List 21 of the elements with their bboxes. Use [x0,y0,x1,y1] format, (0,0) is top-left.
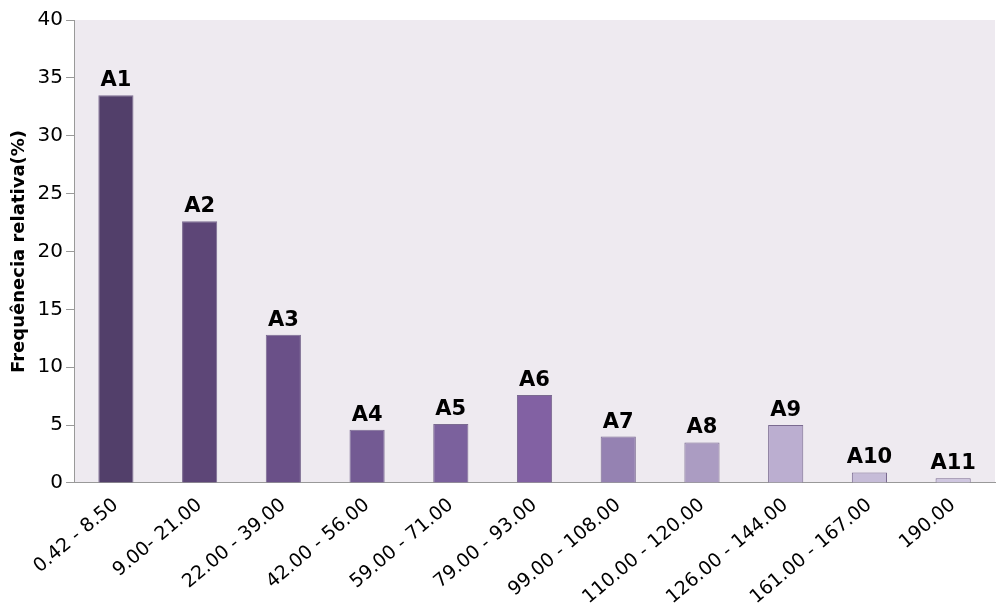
y-tick-label: 10 [37,353,64,378]
annotation: A8 [686,414,718,439]
y-axis-title: Frequênecia relativa(%) [7,129,29,373]
y-tick-label: 5 [50,411,64,436]
annotation: A10 [846,444,893,469]
annotation: A11 [930,450,976,475]
y-tick-label: 20 [37,237,64,262]
y-tick-label: 25 [37,179,64,204]
annotation: A5 [435,395,467,420]
annotation: A4 [351,401,383,426]
annotation: A6 [519,366,550,391]
annotation: A7 [602,408,634,433]
annotation: A2 [184,193,216,218]
y-tick-label: 40 [37,6,64,31]
y-tick-label: 0 [50,469,64,494]
annotation: A9 [770,396,802,421]
y-tick-label: 15 [37,295,64,320]
annotation: A3 [267,306,299,331]
y-tick-label: 30 [37,121,64,146]
y-tick-label: 35 [37,64,64,89]
annotation: A1 [100,67,132,92]
